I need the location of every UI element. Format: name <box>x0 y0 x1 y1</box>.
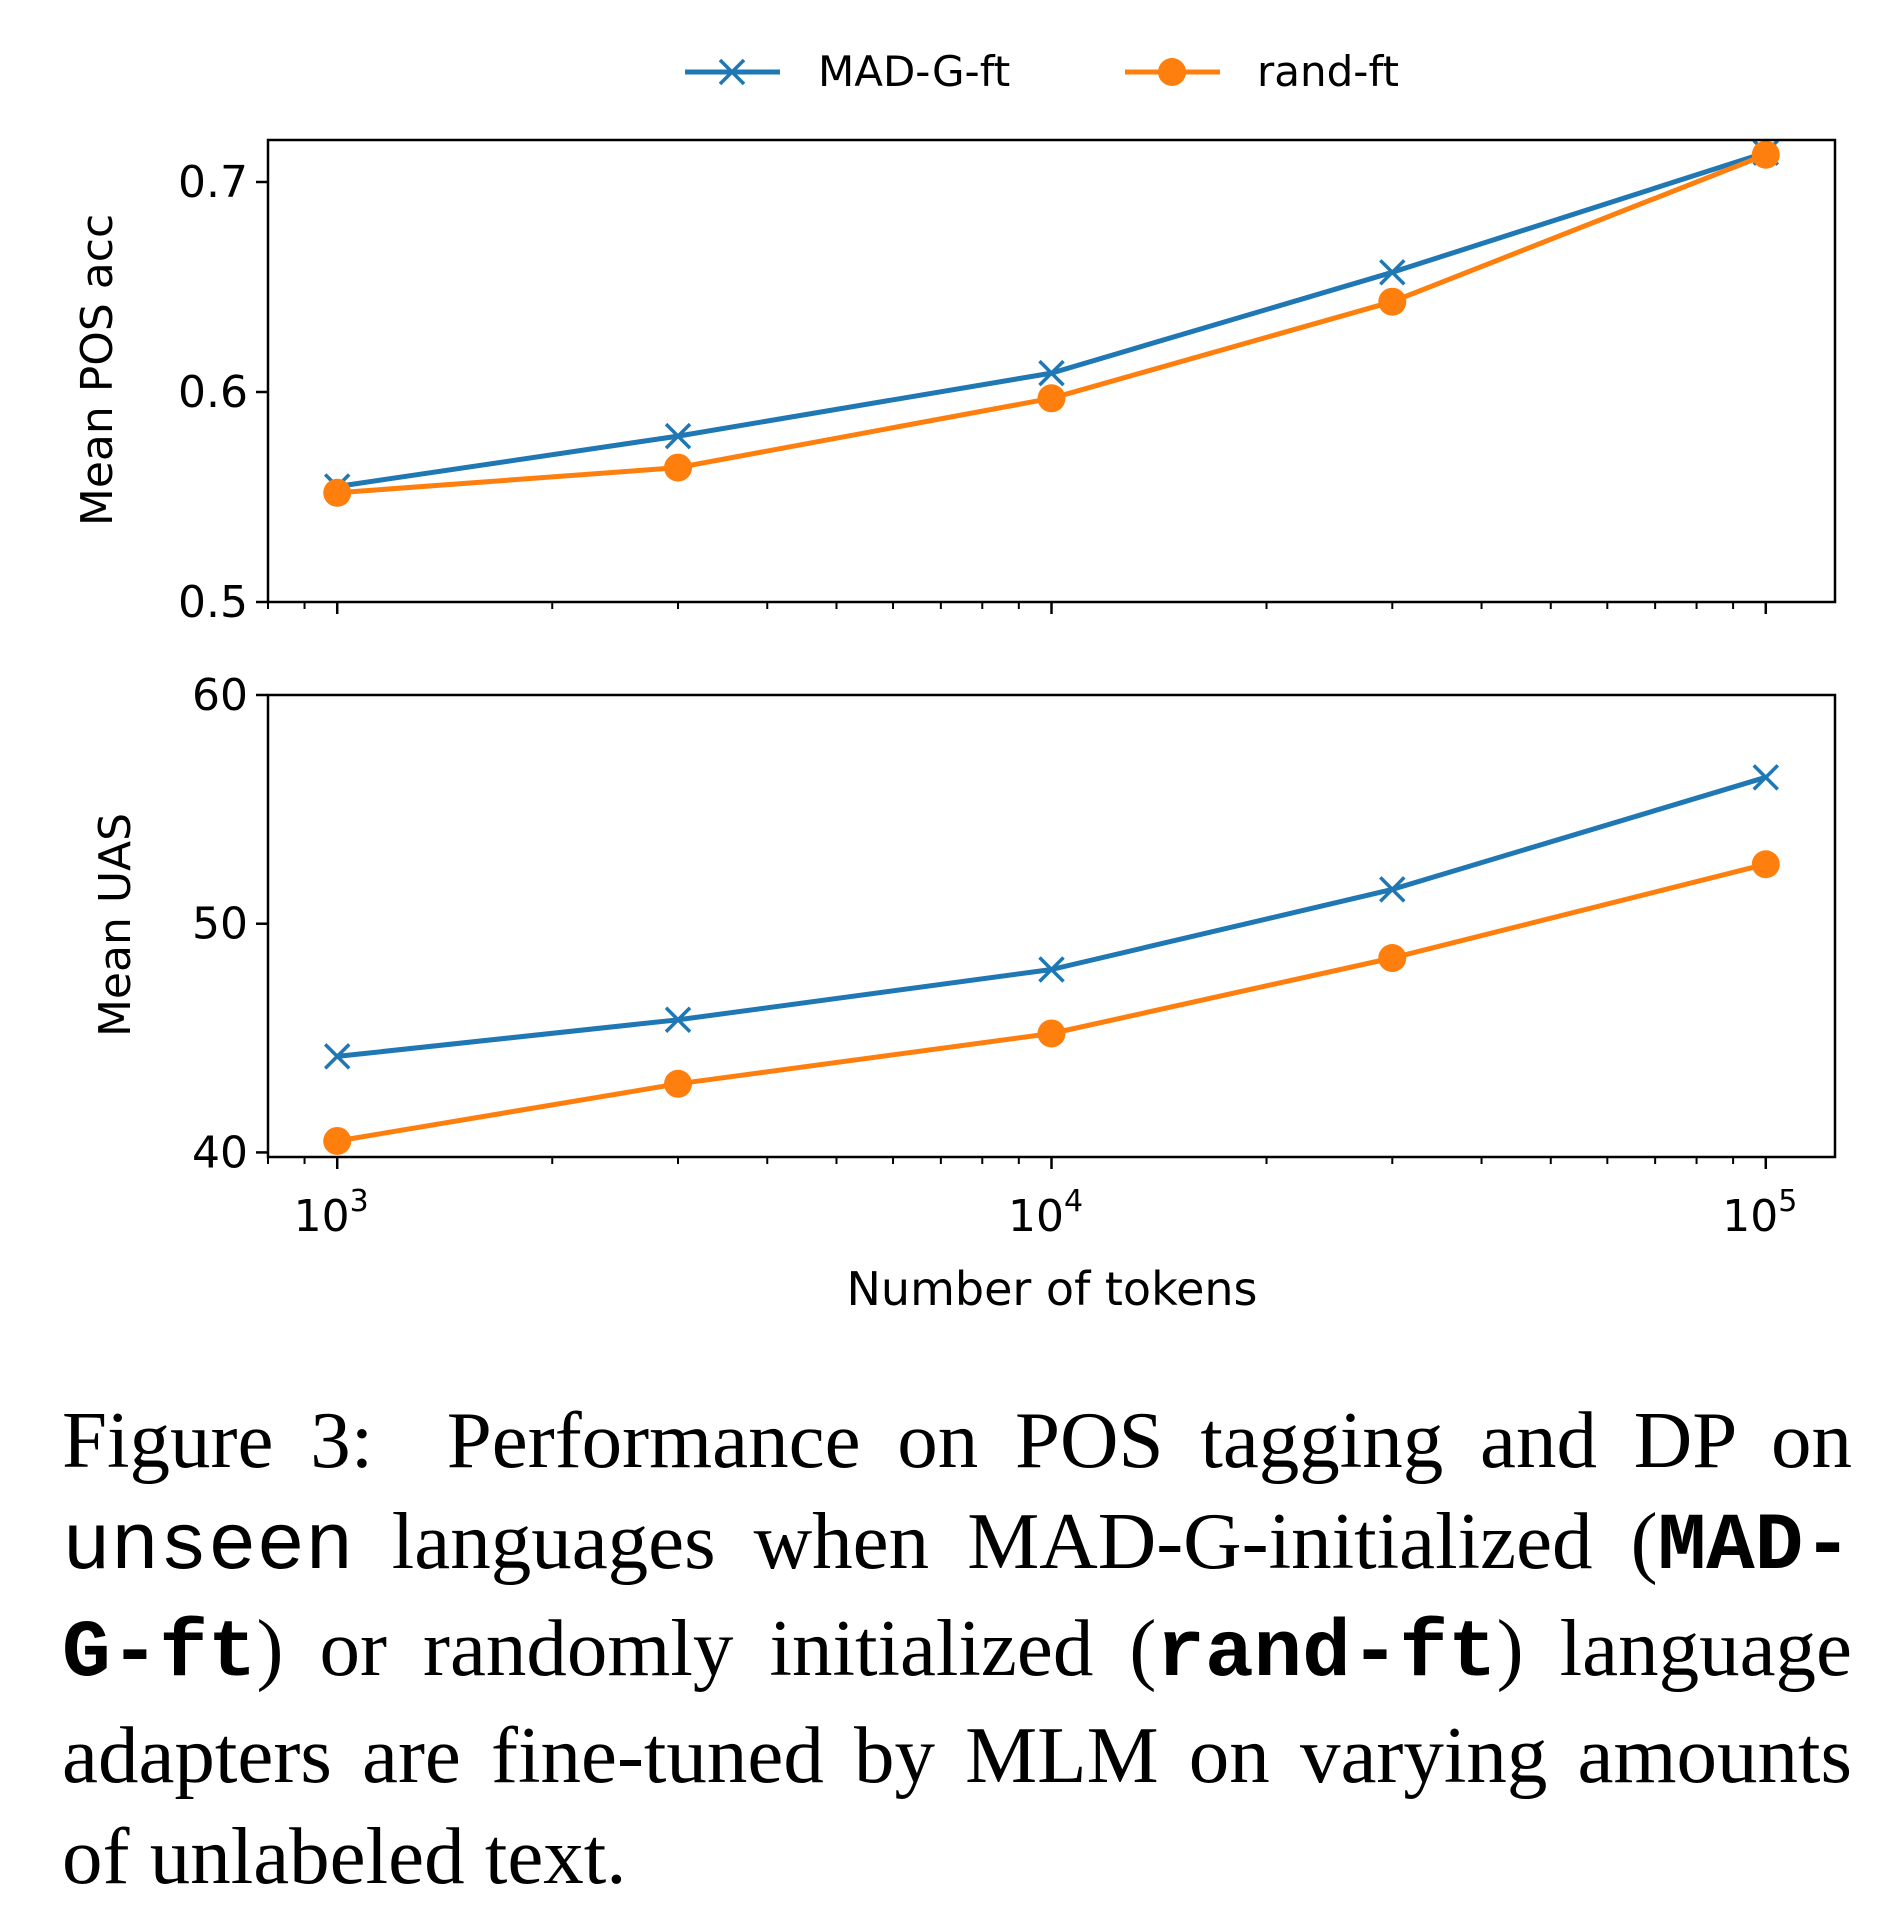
pos-point-rand <box>1378 287 1407 316</box>
pos-series-line-madg <box>336 150 1767 489</box>
pos-point-rand <box>664 453 693 482</box>
pos-panel: Mean POS acc 0.5 0.6 0.7 <box>72 138 1837 628</box>
pos-series-line-rand <box>337 152 1767 496</box>
uas-point-madg <box>664 1006 692 1034</box>
uas-series-line-rand <box>336 861 1767 1144</box>
uas-y-axis-label: Mean UAS <box>90 813 141 1037</box>
uas-point-rand <box>323 1126 352 1155</box>
pos-y-tick-label: 0.6 <box>178 367 248 418</box>
legend-marker-madg <box>718 58 746 86</box>
legend-marker-rand <box>1158 58 1186 86</box>
x-tick-label: 103 <box>294 1184 369 1242</box>
pos-point-madg <box>664 422 692 450</box>
pos-point-rand <box>1037 384 1066 413</box>
x-tick-label: 105 <box>1722 1184 1797 1242</box>
pos-y-tick-label: 0.7 <box>178 157 248 208</box>
legend-label-rand: rand-ft <box>1257 47 1399 96</box>
uas-point-madg <box>323 1043 351 1070</box>
caption-text-3: ) or randomly initialized ( <box>256 1603 1157 1693</box>
uas-point-madg <box>1038 956 1065 983</box>
legend-x-marker-icon <box>718 58 746 86</box>
uas-y-tick-label: 40 <box>192 1127 248 1178</box>
pos-plot-marks: 0.5 0.6 0.7 <box>178 139 1780 628</box>
caption-label: Figure 3: <box>62 1395 374 1485</box>
uas-plot-frame <box>266 693 1837 1159</box>
pos-point-rand <box>1751 140 1780 169</box>
uas-point-rand <box>1037 1019 1066 1048</box>
pos-point-madg <box>1379 259 1406 286</box>
uas-y-tick-label: 50 <box>192 899 248 950</box>
caption-code-rand: rand-ft <box>1156 1609 1497 1700</box>
pos-point-madg <box>1038 359 1065 387</box>
pos-point-rand <box>323 478 352 507</box>
pos-y-tick-label: 0.5 <box>178 577 248 628</box>
pos-plot-frame <box>266 138 1837 604</box>
legend-circle-marker-icon <box>1158 58 1186 86</box>
uas-point-rand <box>1378 944 1407 973</box>
caption-code-unseen: unseen <box>62 1502 354 1593</box>
legend-entry-rand: rand-ft <box>1125 47 1399 96</box>
figure-chart: MAD-G-ft rand-ft Mean POS acc 0.50.60.7 … <box>72 47 1837 1316</box>
x-tick-label: 104 <box>1008 1184 1083 1242</box>
x-axis-label: Number of tokens <box>847 1262 1258 1316</box>
pos-y-axis-label: Mean POS acc <box>72 214 123 526</box>
legend-label-madg: MAD-G-ft <box>818 47 1010 96</box>
legend-entry-madg: MAD-G-ft <box>685 47 1010 96</box>
caption-text-1: Performance on POS tagging and DP on <box>446 1395 1853 1485</box>
caption-code-madg: MAD-G-ft <box>62 1502 1853 1700</box>
caption-text-4: ) lan­guage adapters are fine-tuned by M… <box>62 1603 1852 1901</box>
figure-caption: Figure 3: Performance on POS tagging and… <box>62 1390 1852 1907</box>
legend: MAD-G-ft rand-ft <box>685 47 1399 96</box>
uas-point-rand <box>664 1069 693 1098</box>
uas-point-madg <box>1379 876 1406 903</box>
uas-panel: Mean UAS 40 50 60 103 104 105 Number of token… <box>90 670 1837 1316</box>
uas-point-rand <box>1751 850 1780 879</box>
caption-text-2: languages when MAD-G-initialized ( <box>391 1496 1658 1586</box>
uas-y-tick-label: 60 <box>192 670 248 721</box>
uas-plot-marks: 40 50 60 103 104 105 <box>192 670 1797 1242</box>
uas-point-madg <box>1752 764 1780 791</box>
